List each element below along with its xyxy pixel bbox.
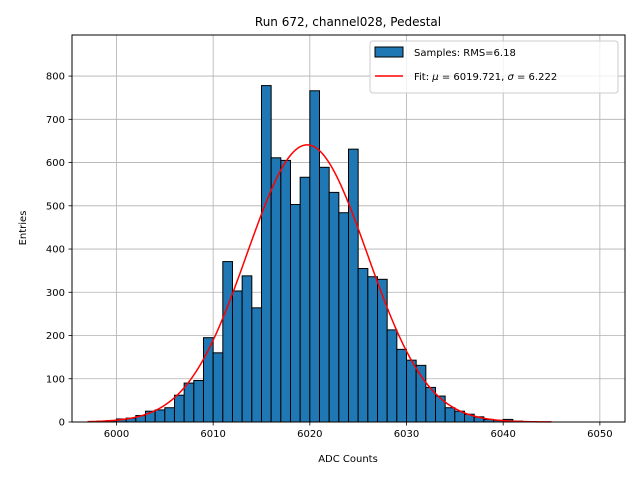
legend-fit-label: Fit: μ = 6019.721, σ = 6.222: [414, 72, 557, 83]
x-axis-ticks: 6000 6010 6020 6030 6040 6050: [104, 422, 613, 440]
legend-box: [369, 40, 619, 94]
y-axis-ticks: 0 100 200 300 400 500 600 700 800: [46, 72, 72, 429]
x-tick-label: 6050: [587, 429, 612, 440]
y-tick-label: 100: [46, 374, 65, 385]
histogram-bar: [289, 204, 301, 423]
x-tick-label: 6040: [490, 429, 515, 440]
histogram-bar: [193, 379, 204, 423]
chart-title: Run 672, channel028, Pedestal: [255, 15, 441, 29]
y-tick-label: 700: [46, 115, 65, 126]
histogram-bar: [309, 90, 320, 423]
histogram-bar: [318, 166, 330, 423]
legend-fit-mu-symbol: μ: [431, 72, 438, 83]
histogram-bar: [270, 157, 282, 423]
y-tick-label: 200: [46, 331, 65, 342]
histogram-bar: [222, 261, 233, 423]
legend: Samples: RMS=6.18 Fit: μ = 6019.721, σ =…: [369, 40, 619, 94]
histogram-bar: [357, 267, 369, 423]
histogram-bar: [251, 307, 262, 423]
histogram-bar: [212, 352, 224, 423]
fit-curve: [87, 144, 552, 423]
x-tick-label: 6030: [394, 429, 419, 440]
x-tick-label: 6020: [297, 429, 322, 440]
legend-fit-mu-value: = 6019.721,: [439, 72, 508, 83]
y-tick-label: 0: [59, 418, 65, 429]
y-tick-label: 400: [46, 245, 65, 256]
histogram-bar: [299, 176, 311, 423]
histogram-bar: [377, 278, 388, 423]
y-tick-label: 500: [46, 201, 65, 212]
histogram-bar: [280, 159, 291, 423]
histogram-bar: [328, 191, 340, 423]
histogram-bar: [173, 394, 185, 423]
histogram-bar: [260, 85, 272, 423]
plot-frame: [71, 34, 626, 423]
histogram-bar: [338, 212, 349, 423]
histogram-bar: [435, 395, 446, 423]
histogram-bar: [367, 276, 379, 423]
histogram-bar: [396, 348, 408, 423]
histogram-bar: [231, 290, 243, 423]
y-tick-label: 300: [46, 288, 65, 299]
y-tick-label: 600: [46, 158, 65, 169]
histogram-bar: [444, 407, 456, 423]
histogram-bar: [386, 329, 398, 423]
legend-fit-prefix: Fit:: [414, 72, 432, 83]
legend-fit-sigma-value: = 6.222: [514, 72, 557, 83]
legend-fit-sigma-symbol: σ: [507, 72, 514, 83]
histogram-bar: [154, 409, 166, 423]
histogram-bar: [406, 359, 417, 423]
histogram-bar: [183, 382, 195, 423]
legend-histogram-label: Samples: RMS=6.18: [414, 48, 516, 59]
y-tick-label: 800: [46, 72, 65, 83]
x-tick-label: 6000: [104, 429, 129, 440]
histogram-bars: [96, 85, 524, 423]
histogram-bar: [415, 364, 427, 423]
y-axis-label: Entries: [18, 211, 29, 246]
histogram-bar: [164, 407, 175, 423]
histogram-bar: [241, 275, 253, 423]
legend-histogram-swatch: [374, 46, 404, 58]
x-tick-label: 6010: [200, 429, 225, 440]
x-axis-label: ADC Counts: [318, 454, 378, 465]
histogram-bar: [348, 148, 359, 423]
